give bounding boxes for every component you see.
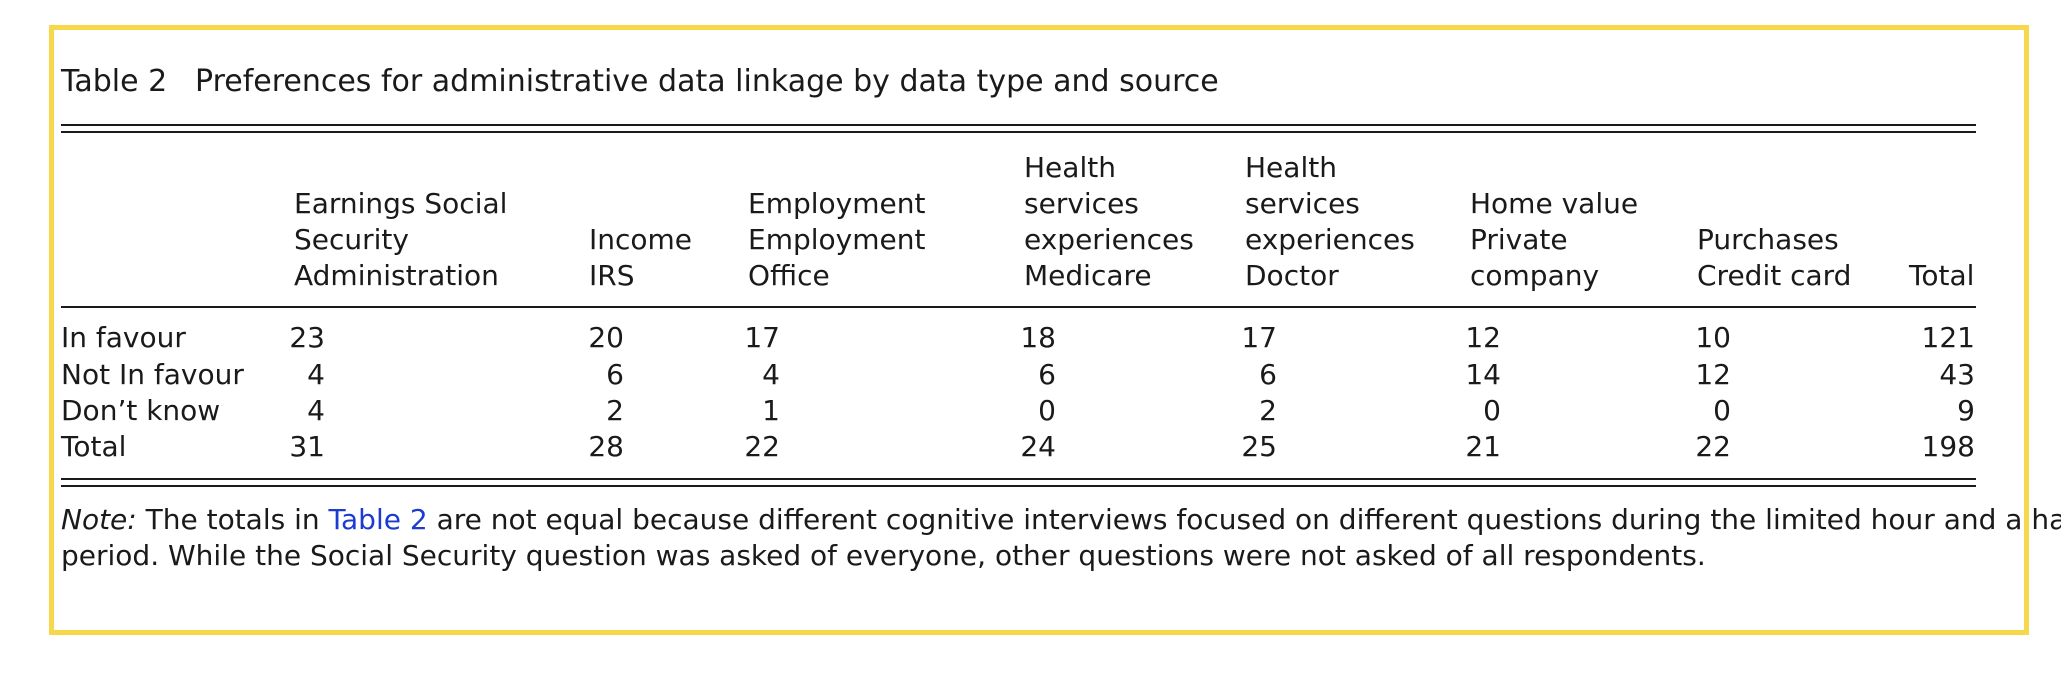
column-header: Employment Employment Office — [748, 186, 925, 294]
table-cell: 21 — [1465, 430, 1501, 463]
table-cell: 6 — [1038, 358, 1056, 391]
table-row: Total 31 28 22 24 25 21 22 198 — [61, 429, 1976, 465]
column-header-line: Health — [1245, 151, 1337, 184]
table-cell: 9 — [1957, 394, 1975, 427]
table-cell: 2 — [1259, 394, 1277, 427]
table-cell: 4 — [307, 394, 325, 427]
row-label: In favour — [61, 321, 186, 354]
caption-label: Table 2 — [61, 64, 168, 99]
caption-title: Preferences for administrative data link… — [195, 64, 1219, 99]
table-row: In favour 23 20 17 18 17 12 10 121 — [61, 320, 1976, 356]
note-line-1: Note: The totals in Table 2 are not equa… — [61, 502, 2061, 538]
note-lead: Note: — [61, 503, 137, 536]
note-text-a: The totals in — [136, 503, 329, 536]
table-cell: 10 — [1695, 321, 1731, 354]
column-header-line: IRS — [589, 259, 635, 292]
table-cell: 20 — [588, 321, 624, 354]
bottom-rule-1 — [61, 478, 1976, 480]
table-cell: 198 — [1921, 430, 1975, 463]
row-label: Total — [61, 430, 127, 463]
column-header-line: Employment — [748, 187, 926, 220]
column-header: Home value Private company — [1470, 186, 1638, 294]
table-cell: 12 — [1465, 321, 1501, 354]
table-cell: 31 — [289, 430, 325, 463]
column-header: Earnings Social Security Administration — [294, 186, 507, 294]
table-cell: 1 — [762, 394, 780, 427]
column-header-line: Total — [1909, 259, 1975, 292]
column-header: Health services experiences Doctor — [1245, 150, 1415, 294]
table-link[interactable]: Table 2 — [328, 503, 428, 536]
note-text-b: are not equal because different cognitiv… — [427, 503, 2061, 536]
column-header-line: Employment — [748, 223, 926, 256]
table-row: Don’t know 4 2 1 0 2 0 0 9 — [61, 393, 1976, 429]
column-header-line: Medicare — [1024, 259, 1152, 292]
table-cell: 0 — [1483, 394, 1501, 427]
table-cell: 12 — [1695, 358, 1731, 391]
note-line-2: period. While the Social Security questi… — [61, 539, 1706, 572]
column-header-line: Home value — [1470, 187, 1639, 220]
table-cell: 24 — [1020, 430, 1056, 463]
table-cell: 14 — [1465, 358, 1501, 391]
column-header-line: Health — [1024, 151, 1116, 184]
table-cell: 43 — [1939, 358, 1975, 391]
column-header-line: Private — [1470, 223, 1568, 256]
column-header: Health services experiences Medicare — [1024, 150, 1194, 294]
table-cell: 23 — [289, 321, 325, 354]
column-header-line: Administration — [294, 259, 499, 292]
top-rule-2 — [61, 131, 1976, 133]
table-cell: 0 — [1038, 394, 1056, 427]
header-rule — [61, 306, 1976, 308]
column-header-line: Purchases — [1697, 223, 1839, 256]
column-header-line: Credit card — [1697, 259, 1852, 292]
table-cell: 2 — [606, 394, 624, 427]
column-header-line: Security — [294, 223, 409, 256]
table-cell: 4 — [762, 358, 780, 391]
table-cell: 121 — [1921, 321, 1975, 354]
table-cell: 28 — [588, 430, 624, 463]
column-header-line: Office — [748, 259, 830, 292]
table-cell: 22 — [744, 430, 780, 463]
table-note: Note: The totals in Table 2 are not equa… — [61, 502, 2061, 574]
table-cell: 6 — [606, 358, 624, 391]
table-cell: 4 — [307, 358, 325, 391]
row-label: Don’t know — [61, 394, 221, 427]
table-cell: 0 — [1713, 394, 1731, 427]
column-header-line: company — [1470, 259, 1600, 292]
column-header-line: services — [1024, 187, 1139, 220]
column-header: Purchases Credit card — [1697, 222, 1851, 294]
column-header-line: experiences — [1024, 223, 1194, 256]
table-row: Not In favour 4 6 4 6 6 14 12 43 — [61, 357, 1976, 393]
table-cell: 17 — [1241, 321, 1277, 354]
table-caption: Table 2 Preferences for administrative da… — [61, 62, 1976, 102]
figure-frame — [49, 25, 2029, 635]
column-header-line: Income — [589, 223, 693, 256]
table-cell: 6 — [1259, 358, 1277, 391]
column-header-line: experiences — [1245, 223, 1415, 256]
column-header: Total — [1909, 258, 1974, 294]
bottom-rule-2 — [61, 485, 1976, 487]
row-label: Not In favour — [61, 358, 244, 391]
column-header: Income IRS — [589, 222, 692, 294]
table-cell: 22 — [1695, 430, 1731, 463]
table-cell: 18 — [1020, 321, 1056, 354]
column-header-line: services — [1245, 187, 1360, 220]
column-header-line: Earnings Social — [294, 187, 508, 220]
table-cell: 17 — [744, 321, 780, 354]
table-container: Table 2 Preferences for administrative da… — [61, 62, 2061, 572]
column-header-line: Doctor — [1245, 259, 1339, 292]
top-rule-1 — [61, 124, 1976, 126]
table-cell: 25 — [1241, 430, 1277, 463]
